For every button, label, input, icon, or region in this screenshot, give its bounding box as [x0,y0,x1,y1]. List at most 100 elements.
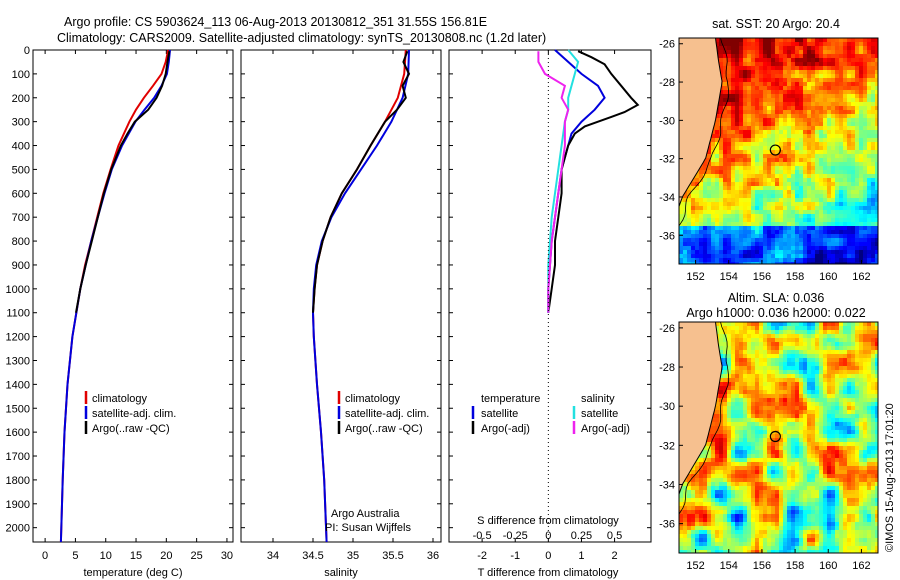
heatmap-cell [771,342,776,347]
heatmap-cell [811,390,816,395]
heatmap-cell [819,334,824,339]
heatmap-cell [783,66,788,71]
heatmap-cell [767,402,772,407]
heatmap-cell [775,218,780,223]
heatmap-cell [827,218,832,223]
heatmap-cell [703,194,708,199]
heatmap-cell [795,238,800,243]
heatmap-cell [727,42,732,47]
heatmap-cell [859,130,864,135]
heatmap-cell [811,466,816,471]
heatmap-cell [875,74,878,79]
heatmap-cell [863,250,868,255]
heatmap-cell [767,454,772,459]
heatmap-cell [775,66,780,71]
heatmap-cell [859,58,864,63]
heatmap-cell [835,158,840,163]
heatmap-cell [767,90,772,95]
heatmap-cell [831,446,836,451]
heatmap-cell [755,438,760,443]
heatmap-cell [755,118,760,123]
heatmap-cell [755,242,760,247]
heatmap-cell [831,246,836,251]
heatmap-cell [799,246,804,251]
heatmap-cell [783,198,788,203]
heatmap-cell [807,126,812,131]
heatmap-cell [743,346,748,351]
sla-map-subtitle: Argo h1000: 0.036 h2000: 0.022 [686,306,865,320]
heatmap-cell [731,410,736,415]
heatmap-cell [715,426,720,431]
heatmap-cell [719,174,724,179]
heatmap-cell [735,202,740,207]
heatmap-cell [775,74,780,79]
heatmap-cell [751,446,756,451]
heatmap-cell [787,202,792,207]
heatmap-cell [779,250,784,255]
heatmap-cell [739,206,744,211]
heatmap-cell [755,122,760,127]
heatmap-cell [759,102,764,107]
heatmap-cell [819,174,824,179]
heatmap-cell [743,42,748,47]
heatmap-cell [827,466,832,471]
heatmap-cell [763,166,768,171]
heatmap-cell [771,74,776,79]
heatmap-cell [743,258,748,263]
heatmap-cell [727,138,732,143]
heatmap-cell [863,366,868,371]
heatmap-cell [687,238,692,243]
heatmap-cell [747,102,752,107]
heatmap-cell [831,130,836,135]
heatmap-cell [799,254,804,259]
heatmap-cell [747,222,752,227]
heatmap-cell [735,338,740,343]
heatmap-cell [859,206,864,211]
heatmap-cell [855,118,860,123]
difference-legend: temperature satellite Argo(-adj) salinit… [471,393,630,435]
heatmap-cell [843,410,848,415]
heatmap-cell [847,230,852,235]
heatmap-cell [775,170,780,175]
heatmap-cell [875,366,878,371]
heatmap-cell [791,402,796,407]
heatmap-cell [835,46,840,51]
heatmap-cell [823,378,828,383]
heatmap-cell [827,326,832,331]
heatmap-cell [867,198,872,203]
heatmap-cell [827,350,832,355]
heatmap-cell [827,150,832,155]
heatmap-cell [779,466,784,471]
heatmap-cell [819,118,824,123]
heatmap-cell [847,330,852,335]
heatmap-cell [755,394,760,399]
heatmap-cell [807,246,812,251]
heatmap-cell [855,382,860,387]
heatmap-cell [723,138,728,143]
heatmap-cell [831,38,836,43]
heatmap-cell [719,342,724,347]
heatmap-cell [779,222,784,227]
heatmap-cell [703,470,708,475]
heatmap-cell [771,138,776,143]
heatmap-cell [727,386,732,391]
heatmap-cell [731,58,736,63]
heatmap-cell [759,154,764,159]
heatmap-cell [767,430,772,435]
heatmap-cell [739,194,744,199]
heatmap-cell [859,338,864,343]
heatmap-cell [839,358,844,363]
heatmap-cell [683,246,688,251]
heatmap-cell [791,466,796,471]
heatmap-cell [739,454,744,459]
heatmap-cell [731,438,736,443]
heatmap-cell [763,434,768,439]
heatmap-cell [811,118,816,123]
heatmap-cell [723,106,728,111]
heatmap-cell [803,198,808,203]
heatmap-cell [875,418,878,423]
heatmap-cell [823,334,828,339]
heatmap-cell [823,458,828,463]
heatmap-cell [807,438,812,443]
heatmap-cell [735,198,740,203]
